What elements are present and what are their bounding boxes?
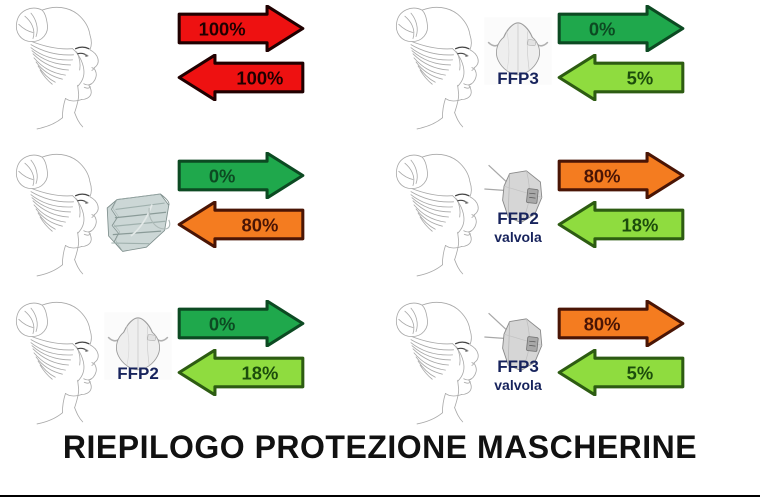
svg-text:0%: 0%	[209, 166, 236, 187]
svg-text:18%: 18%	[622, 215, 659, 236]
svg-text:80%: 80%	[584, 314, 621, 335]
svg-text:0%: 0%	[589, 19, 616, 40]
svg-text:100%: 100%	[199, 19, 246, 40]
svg-text:18%: 18%	[242, 363, 279, 384]
svg-text:5%: 5%	[627, 68, 654, 89]
svg-text:0%: 0%	[209, 314, 236, 335]
svg-text:80%: 80%	[242, 215, 279, 236]
svg-text:80%: 80%	[584, 166, 621, 187]
svg-text:100%: 100%	[236, 68, 283, 89]
svg-text:5%: 5%	[627, 363, 654, 384]
